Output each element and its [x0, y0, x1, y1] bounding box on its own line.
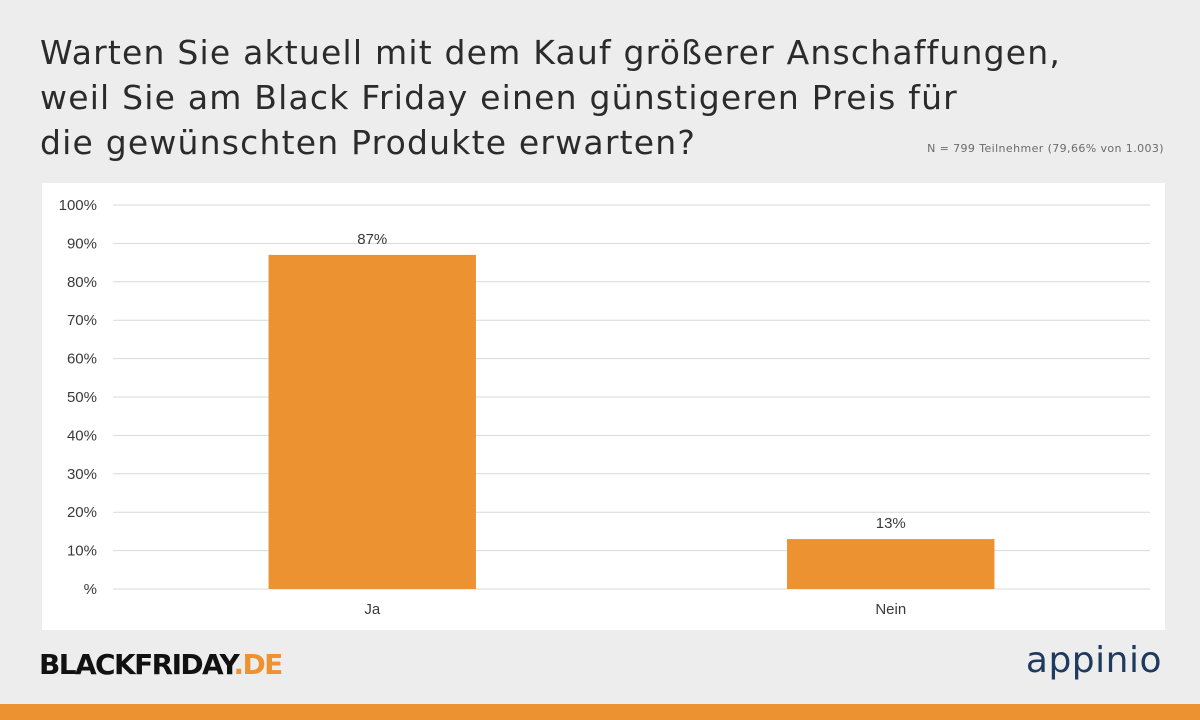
appinio-logo: appinio: [1025, 640, 1162, 681]
blackfriday-logo: BLACKFRIDAY.DE: [39, 648, 283, 681]
y-tick-label: 40%: [67, 427, 97, 444]
y-tick-label: 80%: [67, 274, 97, 291]
y-tick-label: 50%: [67, 389, 97, 406]
data-labels: 87% 13%: [357, 231, 906, 532]
data-label-ja: 87%: [357, 231, 387, 248]
chart-title-line-2: weil Sie am Black Friday einen günstiger…: [40, 78, 958, 117]
gridlines: [113, 204, 1150, 590]
blackfriday-logo-main: BLACKFRIDAY: [39, 648, 235, 681]
bar-chart: %10%20%30%40%50%60%70%80%90%100% 87%13% …: [59, 197, 1150, 618]
y-tick-label: 70%: [67, 312, 97, 329]
blackfriday-logo-accent: .DE: [233, 648, 283, 681]
y-axis-ticks: % 10% 20% 30% 40% 50% 60% 70% 80% 90% 100%: [59, 197, 97, 598]
y-tick-label: 100%: [59, 197, 97, 214]
chart-title-line-3: die gewünschten Produkte erwarten?: [40, 123, 697, 162]
bar-ja: [268, 254, 476, 590]
bottom-accent-band: [0, 704, 1200, 720]
chart-title-line-1: Warten Sie aktuell mit dem Kauf größerer…: [40, 33, 1062, 72]
y-tick-label: %: [84, 581, 97, 598]
chart-panel: % 10% 20% 30% 40% 50% 60% 70% 80% 90% 100% 87% 13% …: [42, 183, 1165, 630]
category-labels: Ja Nein: [364, 601, 906, 618]
y-tick-label: 20%: [67, 504, 97, 521]
y-tick-label: 30%: [67, 466, 97, 483]
y-tick-label: 10%: [67, 543, 97, 560]
bar-nein: [787, 539, 995, 589]
y-tick-label: 60%: [67, 351, 97, 368]
sample-size-note: N = 799 Teilnehmer (79,66% von 1.003): [927, 142, 1164, 155]
category-label-nein: Nein: [875, 601, 906, 618]
bars: [268, 254, 995, 590]
data-label-nein: 13%: [876, 515, 906, 532]
y-tick-label: 90%: [67, 235, 97, 252]
chart-title: Warten Sie aktuell mit dem Kauf größerer…: [40, 30, 1160, 165]
category-label-ja: Ja: [364, 601, 381, 618]
